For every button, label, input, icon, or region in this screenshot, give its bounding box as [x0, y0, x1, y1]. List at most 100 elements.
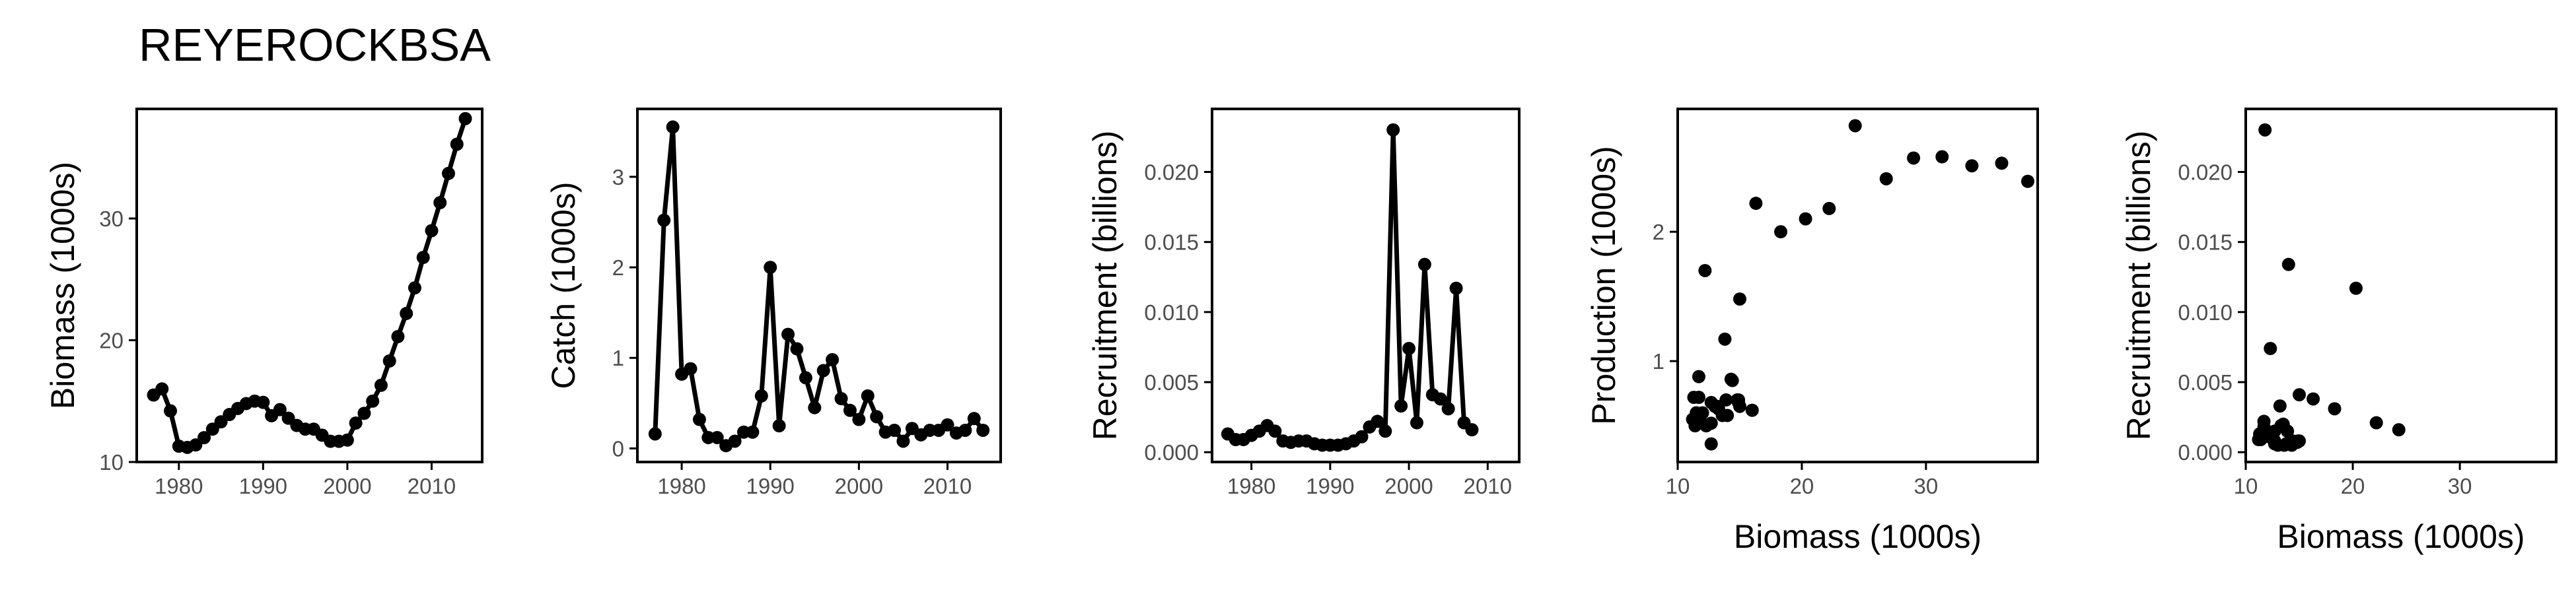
data-point	[2293, 388, 2307, 402]
data-point	[1732, 395, 1746, 409]
data-point	[366, 394, 380, 408]
data-point	[1745, 403, 1759, 417]
plot-frame	[636, 108, 1002, 463]
data-point	[1724, 372, 1738, 386]
data-point	[1721, 409, 1735, 422]
x-axis-label: Biomass (1000s)	[2277, 518, 2524, 555]
data-point	[2273, 399, 2287, 413]
data-point	[1417, 257, 1431, 271]
y-axis-label: Recruitment (billions)	[1087, 131, 1124, 441]
y-tick-label: 1	[612, 346, 624, 370]
data-point	[1848, 119, 1862, 133]
data-point	[273, 403, 287, 416]
x-axis-label: Biomass (1000s)	[1734, 518, 1982, 555]
data-point	[896, 434, 910, 448]
data-point	[1690, 406, 1703, 420]
data-point	[2392, 423, 2406, 437]
data-point	[400, 306, 413, 320]
data-point	[2307, 392, 2320, 406]
data-point	[728, 434, 742, 448]
data-point	[1699, 419, 1713, 433]
data-point	[710, 430, 724, 444]
data-point	[1433, 392, 1447, 406]
data-point	[958, 423, 972, 437]
y-tick-label: 0.010	[2178, 300, 2233, 325]
plot-frame	[1676, 108, 2039, 463]
data-point	[1907, 151, 1921, 165]
x-tick-label: 1980	[657, 474, 705, 498]
x-tick-label: 2010	[408, 474, 456, 498]
data-point	[1394, 399, 1408, 413]
data-point	[256, 395, 270, 409]
data-point	[2259, 428, 2273, 442]
data-point	[1449, 281, 1463, 295]
data-point	[1773, 225, 1787, 239]
data-point	[861, 389, 875, 403]
data-point	[2328, 402, 2342, 416]
chart-panel-4: 10 20 30 1 2 Production (1000s) Biomass (1000s…	[1585, 108, 2039, 555]
data-point	[1410, 416, 1423, 430]
data-point	[349, 416, 363, 430]
data-point	[155, 382, 169, 396]
data-point	[666, 120, 680, 134]
y-tick-label: 0.020	[1144, 160, 1199, 185]
x-tick-label: 2010	[923, 474, 972, 498]
x-tick-label: 20	[2341, 474, 2365, 498]
data-point	[1965, 159, 1979, 173]
data-point	[1692, 370, 1705, 383]
y-axis-label: Catch (1000s)	[545, 182, 582, 389]
y-tick-label: 0.005	[2178, 370, 2233, 395]
x-tick-label: 20	[1790, 474, 1814, 498]
plot-frame	[135, 108, 483, 463]
data-point	[1711, 399, 1725, 413]
data-point	[826, 352, 840, 366]
data-point	[433, 196, 447, 210]
data-point	[799, 371, 812, 385]
y-tick-label: 0.005	[1144, 370, 1199, 395]
data-point	[2021, 174, 2034, 188]
y-tick-label: 3	[612, 165, 624, 189]
data-point	[790, 342, 804, 356]
data-point	[976, 423, 990, 437]
data-point	[1371, 414, 1384, 428]
data-point	[1386, 123, 1400, 137]
data-point	[416, 251, 430, 265]
data-point	[425, 224, 439, 238]
data-point	[357, 407, 371, 420]
data-point	[1822, 201, 1836, 215]
data-point	[1704, 437, 1718, 451]
data-point	[458, 112, 472, 125]
x-tick-label: 2000	[835, 474, 883, 498]
data-point	[852, 412, 866, 426]
y-axis-label: Production (1000s)	[1585, 146, 1622, 424]
data-point	[2349, 281, 2363, 295]
page-title: REYEROCKBSA	[139, 19, 491, 71]
data-point	[441, 166, 455, 180]
data-point	[408, 281, 421, 295]
x-tick-label: 10	[1666, 474, 1690, 498]
data-point	[391, 329, 405, 343]
data-point	[1718, 332, 1732, 346]
data-point	[1402, 342, 1416, 356]
data-point	[684, 362, 698, 376]
data-point	[870, 410, 884, 424]
data-point	[692, 412, 706, 426]
data-point	[2257, 414, 2271, 428]
y-tick-label: 1	[1653, 349, 1664, 374]
y-axis-label: Biomass (1000s)	[44, 162, 81, 409]
data-point	[816, 364, 830, 378]
data-point	[1268, 424, 1282, 438]
x-tick-label: 1990	[239, 474, 287, 498]
y-tick-label: 10	[99, 450, 124, 475]
y-tick-label: 30	[99, 207, 124, 231]
data-point	[764, 261, 777, 275]
x-tick-label: 1990	[1306, 474, 1354, 498]
data-point	[754, 389, 768, 403]
x-tick-label: 1980	[1227, 474, 1275, 498]
y-tick-label: 0.020	[2178, 160, 2233, 185]
data-point	[1698, 263, 1712, 277]
data-point	[941, 418, 954, 432]
data-point	[834, 391, 848, 405]
